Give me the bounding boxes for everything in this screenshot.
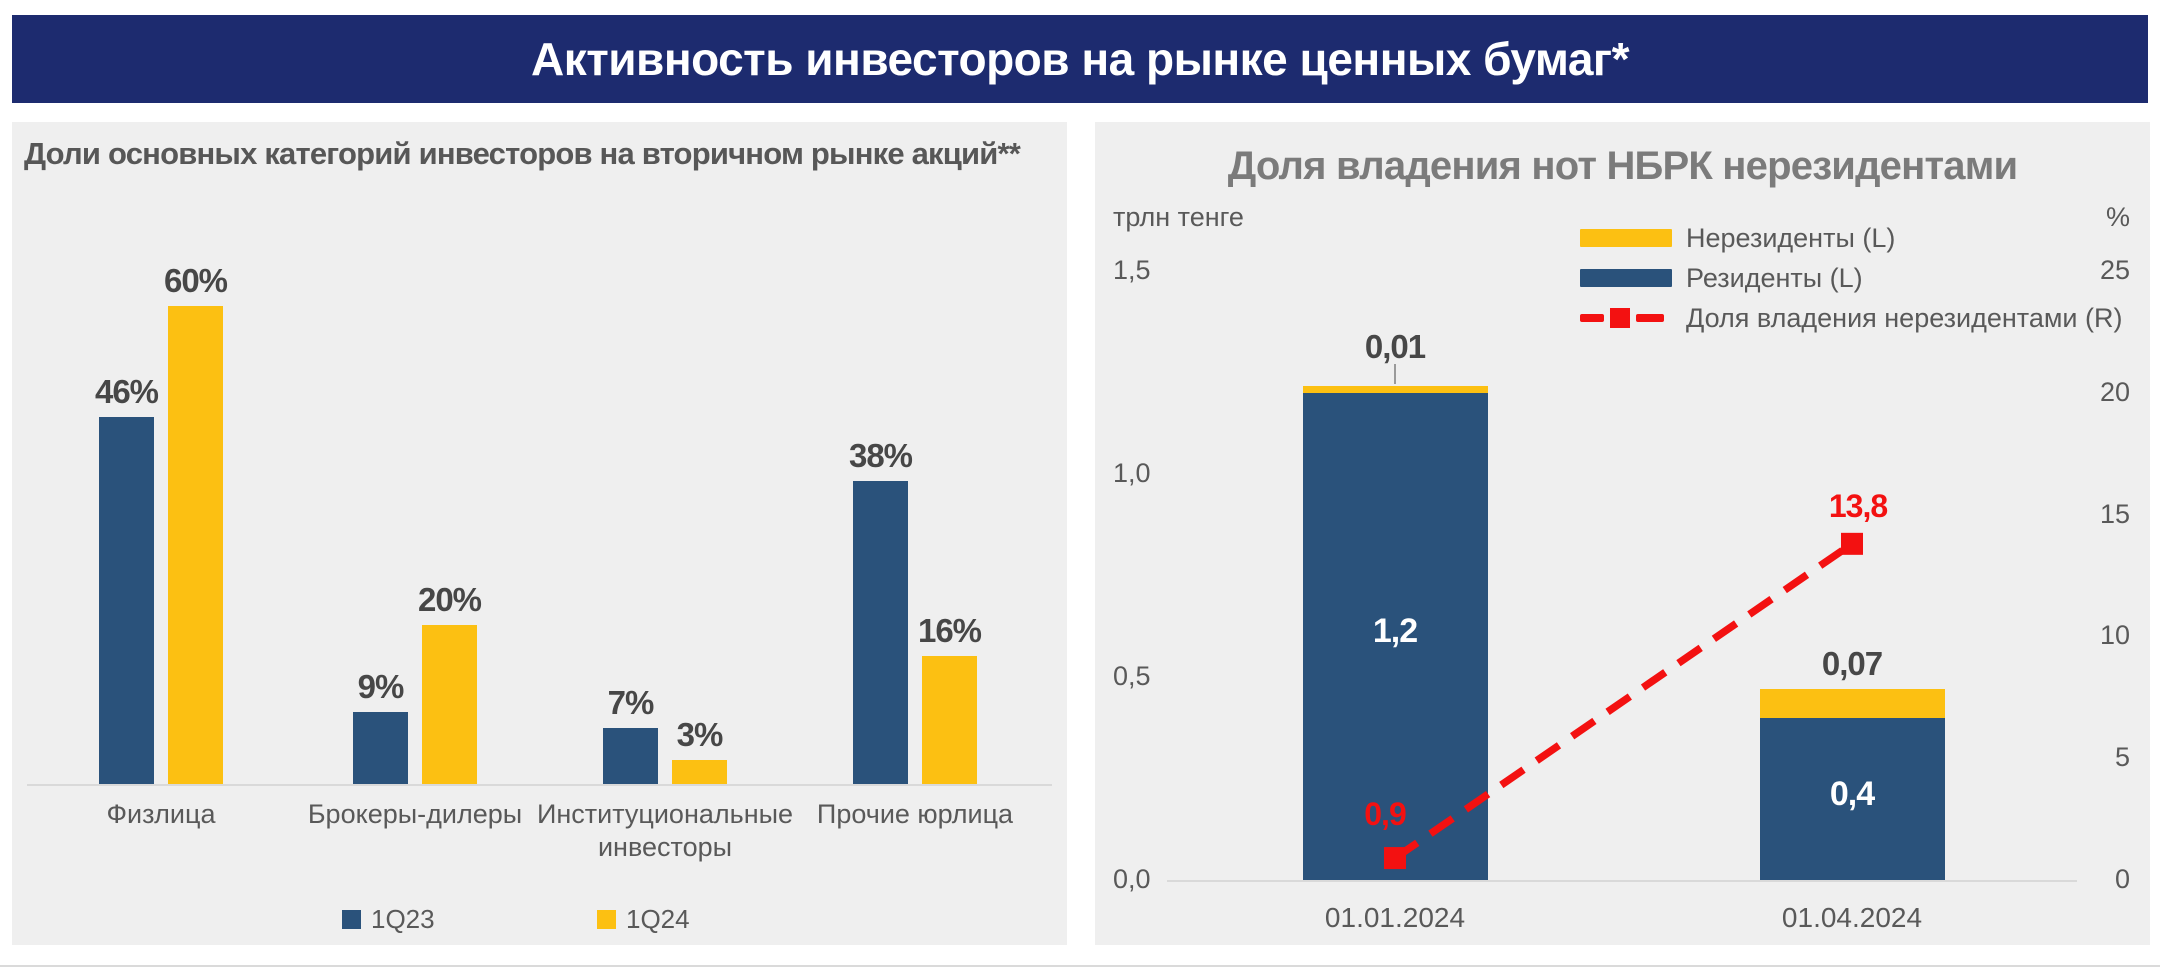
right-chart-panel: Доля владения нот НБРК нерезидентами трл… [1095,122,2150,945]
left-chart-title: Доли основных категорий инвесторов на вт… [24,136,1021,171]
bar-1Q24-Физлица [168,305,223,784]
left-axis-tick: 1,0 [1113,458,1151,488]
right-chart-plot-area: 1,2 0,01 0,4 0,07 0,9 13,8 [1095,122,2150,945]
right-axis-tick: 25 [2099,255,2130,285]
header-bar: Активность инвесторов на рынке ценных бу… [12,15,2148,103]
line-square-marker [1841,532,1863,555]
legend-item-residents: Резиденты (L) [1580,258,2122,298]
right-chart-title: Доля владения нот НБРК нерезидентами [1227,144,2018,188]
legend-swatch-1q23 [342,910,361,929]
legend-label: 1Q23 [371,904,435,934]
bar-1Q23-Брокеры-дилеры [353,712,408,784]
category-label: Прочие юрлица [816,799,1014,829]
legend-item-1q24: 1Q24 [597,904,690,935]
bar-top-value-label: 0,07 [1821,645,1883,683]
right-axis-tick: 20 [2099,377,2130,407]
bar-value-label: 9% [357,668,405,706]
stacked-bar-nonresidents-01.01.2024 [1302,385,1488,393]
legend-swatch-1q24 [597,910,616,929]
line-point-label: 13,8 [1828,487,1888,524]
bar-1Q23-Физлица [99,417,154,784]
right-axis-tick: 15 [2099,499,2130,529]
x-axis-label-date: 01.04.2024 [1781,902,1923,933]
bar-1Q24-Брокеры-дилеры [422,624,477,784]
category-label: Институциональные инвесторы [536,799,794,862]
bar-1Q24-Прочие юрлица [922,656,977,784]
bar-1Q23-Прочие юрлица [853,481,908,784]
stacked-bar-nonresidents-01.04.2024 [1759,689,1945,718]
legend-label: 1Q24 [626,904,690,934]
bar-value-label: 3% [676,716,724,754]
right-axis-tick: 5 [2114,742,2130,772]
header-title: Активность инвесторов на рынке ценных бу… [531,33,1629,85]
legend-item-nonresidents: Нерезиденты (L) [1580,218,2122,258]
bar-inside-value-label: 0,4 [1829,774,1875,813]
left-axis-tick: 1,5 [1113,255,1151,285]
bar-value-label: 60% [163,261,228,299]
right-chart-legend: Нерезиденты (L) Резиденты (L) Доля владе… [1580,218,2122,338]
legend-swatch-nonresidents [1580,229,1672,247]
line-point-label: 0,9 [1364,796,1406,833]
category-label: Физлица [106,799,216,829]
legend-swatch-dashed-line [1580,307,1672,329]
bar-1Q24-Институциональные инвесторы [672,760,727,784]
nonresident-share-line [1384,532,1863,870]
legend-label: Доля владения нерезидентами (R) [1686,302,2123,333]
left-axis-unit: трлн тенге [1113,202,1244,232]
category-label: Брокеры-дилеры [307,799,523,829]
legend-label: Нерезиденты (L) [1686,222,1896,253]
bar-1Q23-Институциональные инвесторы [603,728,658,784]
bar-inside-value-label: 1,2 [1372,612,1418,651]
legend-label: Резиденты (L) [1686,262,1863,293]
bar-value-label: 38% [848,437,913,475]
bar-top-value-label: 0,01 [1364,327,1426,365]
right-axis-tick: 0 [2114,864,2130,894]
right-axis-unit: % [2105,202,2130,232]
label-leader-line [1394,363,1396,384]
bar-value-label: 46% [94,373,159,411]
left-chart-x-axis-line [27,784,1052,786]
x-axis-label-date: 01.01.2024 [1324,902,1466,933]
right-axis-tick: 10 [2099,620,2130,650]
right-chart-x-axis-line [1167,880,2077,882]
left-chart-panel: Доли основных категорий инвесторов на вт… [12,122,1067,945]
bar-value-label: 16% [917,612,982,650]
legend-swatch-residents [1580,269,1672,287]
bar-value-label: 7% [607,684,655,722]
left-axis-tick: 0,0 [1113,864,1151,894]
left-axis-tick: 0,5 [1113,661,1151,691]
bar-value-label: 20% [417,580,482,618]
legend-item-share-line: Доля владения нерезидентами (R) [1580,298,2122,338]
left-chart-plot-area: 46% 9% 7% 38% 60% 20% 3% 16% [12,122,1067,945]
legend-item-1q23: 1Q23 [342,904,435,935]
